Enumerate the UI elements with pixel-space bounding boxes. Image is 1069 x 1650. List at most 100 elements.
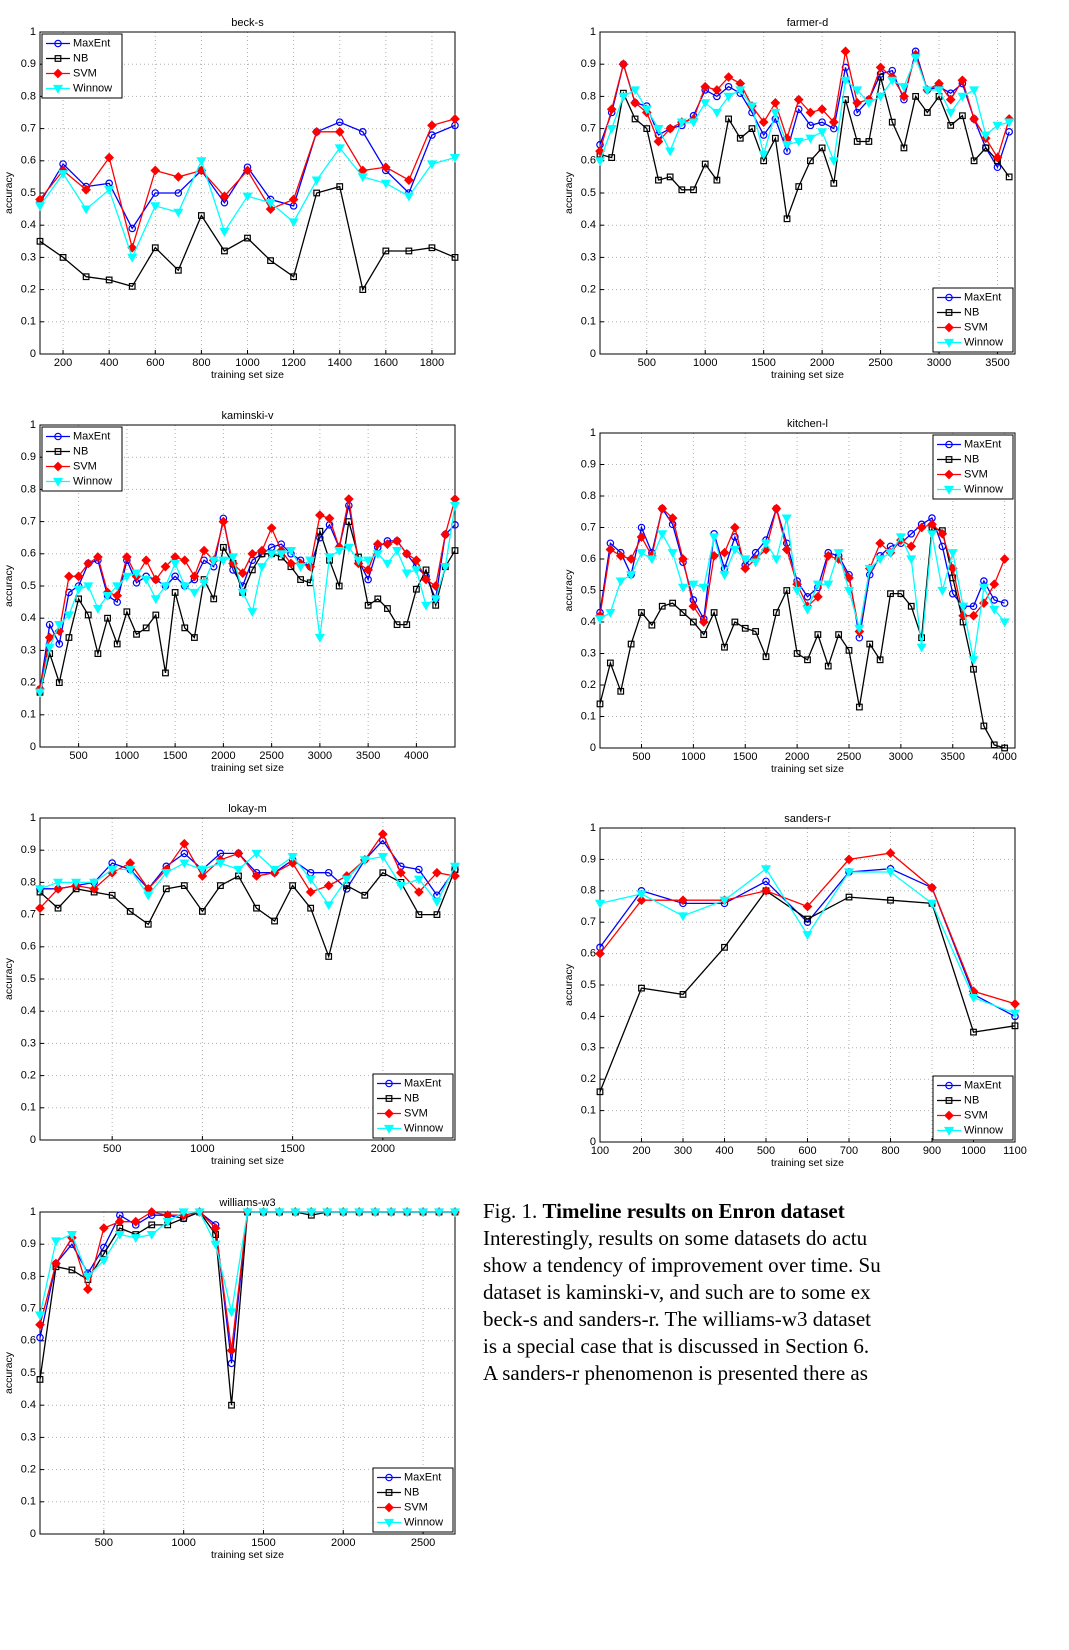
x-tick-label: 1500 bbox=[751, 357, 775, 369]
plot-frame bbox=[39, 31, 456, 355]
marker bbox=[256, 563, 268, 572]
marker bbox=[840, 76, 851, 86]
marker bbox=[876, 656, 884, 664]
marker bbox=[594, 157, 606, 167]
marker bbox=[114, 1230, 125, 1240]
marker bbox=[34, 688, 46, 698]
marker bbox=[358, 128, 367, 136]
marker bbox=[363, 565, 373, 575]
marker bbox=[927, 519, 937, 530]
marker bbox=[606, 104, 617, 115]
y-tick-label: 0.8 bbox=[21, 1270, 36, 1282]
y-tick-label: 0.9 bbox=[581, 853, 596, 865]
marker bbox=[415, 911, 423, 918]
marker bbox=[285, 546, 296, 556]
marker bbox=[266, 523, 277, 533]
marker bbox=[414, 887, 424, 897]
x-tick-label: 1800 bbox=[420, 357, 444, 369]
legend-label: SVM bbox=[964, 1109, 988, 1121]
x-tick-label: 200 bbox=[54, 357, 72, 369]
y-axis-label: accuracy bbox=[3, 171, 15, 214]
marker bbox=[783, 587, 791, 594]
marker bbox=[606, 659, 614, 667]
marker bbox=[762, 653, 770, 661]
marker bbox=[377, 829, 388, 839]
marker bbox=[968, 610, 979, 621]
marker bbox=[258, 1208, 269, 1218]
marker bbox=[944, 469, 954, 480]
marker bbox=[36, 1376, 44, 1383]
marker bbox=[666, 173, 674, 181]
marker bbox=[658, 602, 666, 610]
y-tick-label: 0.7 bbox=[21, 1303, 36, 1315]
marker bbox=[793, 650, 801, 657]
marker bbox=[823, 580, 834, 590]
marker bbox=[267, 257, 274, 265]
legend-label: NB bbox=[404, 1486, 419, 1498]
marker bbox=[595, 146, 605, 156]
marker bbox=[854, 624, 865, 634]
legend-label: MaxEnt bbox=[964, 1079, 1001, 1091]
marker bbox=[128, 224, 137, 233]
series-line bbox=[599, 517, 1006, 660]
marker bbox=[719, 896, 730, 906]
marker bbox=[171, 572, 179, 581]
legend-label: NB bbox=[964, 453, 979, 465]
marker bbox=[631, 115, 639, 123]
x-tick-label: 3000 bbox=[308, 750, 332, 762]
x-tick-label: 400 bbox=[715, 1145, 733, 1157]
marker bbox=[922, 86, 933, 96]
marker bbox=[853, 108, 861, 117]
marker bbox=[771, 134, 779, 142]
marker bbox=[431, 898, 442, 907]
marker bbox=[440, 529, 451, 540]
marker bbox=[713, 176, 721, 184]
marker bbox=[835, 631, 843, 638]
marker bbox=[980, 722, 988, 730]
x-tick-label: 2500 bbox=[868, 357, 892, 369]
y-tick-label: 0.9 bbox=[21, 451, 36, 463]
marker bbox=[286, 558, 296, 569]
marker bbox=[887, 896, 894, 904]
y-axis-label: accuracy bbox=[563, 171, 575, 214]
marker bbox=[740, 563, 751, 574]
marker bbox=[412, 585, 420, 593]
marker bbox=[608, 154, 616, 161]
marker bbox=[688, 580, 699, 590]
marker bbox=[143, 891, 154, 901]
marker bbox=[679, 991, 687, 998]
y-tick-label: 0.8 bbox=[21, 90, 36, 102]
y-axis-label: accuracy bbox=[3, 957, 15, 1000]
marker bbox=[618, 59, 629, 70]
marker bbox=[89, 883, 99, 894]
marker bbox=[937, 528, 948, 539]
x-tick-label: 300 bbox=[674, 1145, 692, 1157]
marker bbox=[449, 501, 461, 511]
marker bbox=[199, 545, 209, 556]
marker bbox=[1010, 998, 1020, 1009]
y-tick-label: 0.3 bbox=[21, 644, 36, 656]
marker bbox=[969, 114, 979, 124]
y-tick-label: 0.6 bbox=[21, 1335, 36, 1347]
marker bbox=[171, 589, 179, 596]
marker bbox=[385, 1079, 393, 1088]
marker bbox=[677, 583, 689, 593]
y-tick-label: 0.7 bbox=[21, 123, 36, 135]
marker bbox=[421, 601, 432, 611]
x-tick-label: 500 bbox=[632, 751, 650, 763]
marker bbox=[782, 141, 793, 150]
marker bbox=[221, 247, 228, 255]
marker bbox=[875, 92, 886, 102]
chart-title: farmer-d bbox=[787, 17, 829, 29]
marker bbox=[265, 204, 276, 214]
y-tick-label: 0.6 bbox=[581, 948, 596, 960]
y-tick-label: 0.3 bbox=[581, 647, 596, 659]
caption-line: is a special case that is discussed in S… bbox=[483, 1334, 870, 1358]
marker bbox=[428, 244, 436, 252]
marker bbox=[144, 920, 152, 928]
x-tick-label: 200 bbox=[632, 1145, 650, 1157]
marker bbox=[142, 624, 150, 632]
x-tick-label: 2000 bbox=[371, 1143, 395, 1155]
y-tick-label: 1 bbox=[590, 822, 596, 834]
y-tick-label: 0.8 bbox=[581, 885, 596, 897]
